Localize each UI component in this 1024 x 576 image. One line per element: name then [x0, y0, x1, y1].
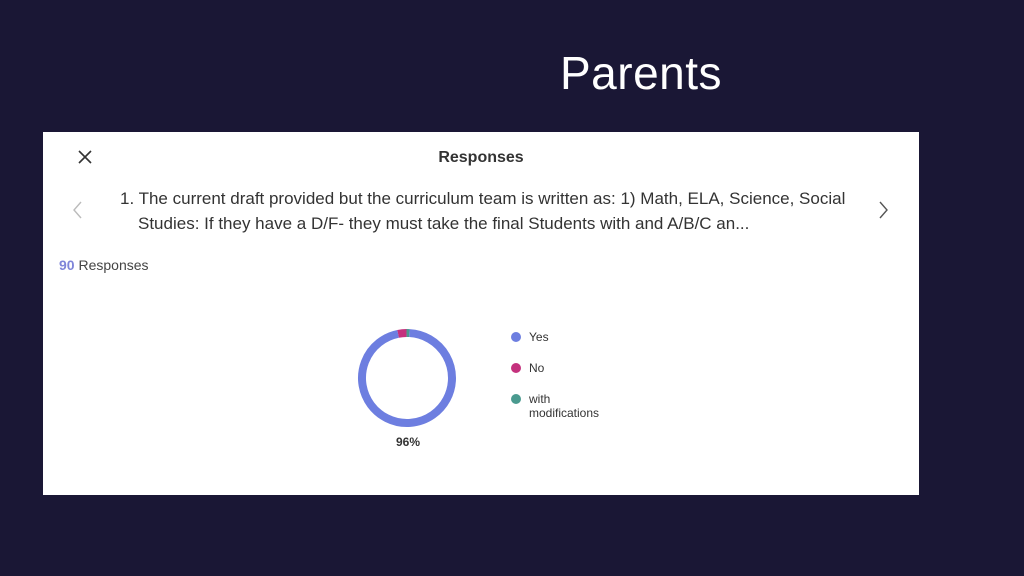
legend-label: No [529, 361, 545, 375]
response-count-number: 90 [59, 257, 75, 273]
response-count: 90 Responses [59, 257, 149, 273]
chart-legend: Yes No with modifications [511, 330, 619, 437]
donut-slice-no [397, 329, 407, 338]
donut-chart [354, 325, 460, 431]
legend-swatch [511, 332, 521, 342]
legend-item-yes[interactable]: Yes [511, 330, 619, 344]
donut-svg [358, 329, 456, 427]
legend-label: Yes [529, 330, 549, 344]
response-count-label: Responses [78, 257, 149, 273]
legend-item-no[interactable]: No [511, 361, 619, 375]
close-icon[interactable] [76, 148, 94, 166]
legend-swatch [511, 394, 521, 404]
donut-slice-yes [358, 329, 456, 427]
chevron-left-icon[interactable] [71, 200, 85, 220]
slide-title: Parents [560, 47, 723, 99]
responses-dialog: Responses 1. The current draft provided … [43, 132, 919, 495]
donut-percent-label: 96% [395, 435, 421, 449]
legend-swatch [511, 363, 521, 373]
legend-item-with-modifications[interactable]: with modifications [511, 392, 619, 420]
legend-label: with modifications [529, 392, 600, 420]
chevron-right-icon[interactable] [876, 200, 890, 220]
dialog-title: Responses [438, 149, 524, 166]
question-text: 1. The current draft provided but the cu… [120, 189, 846, 233]
